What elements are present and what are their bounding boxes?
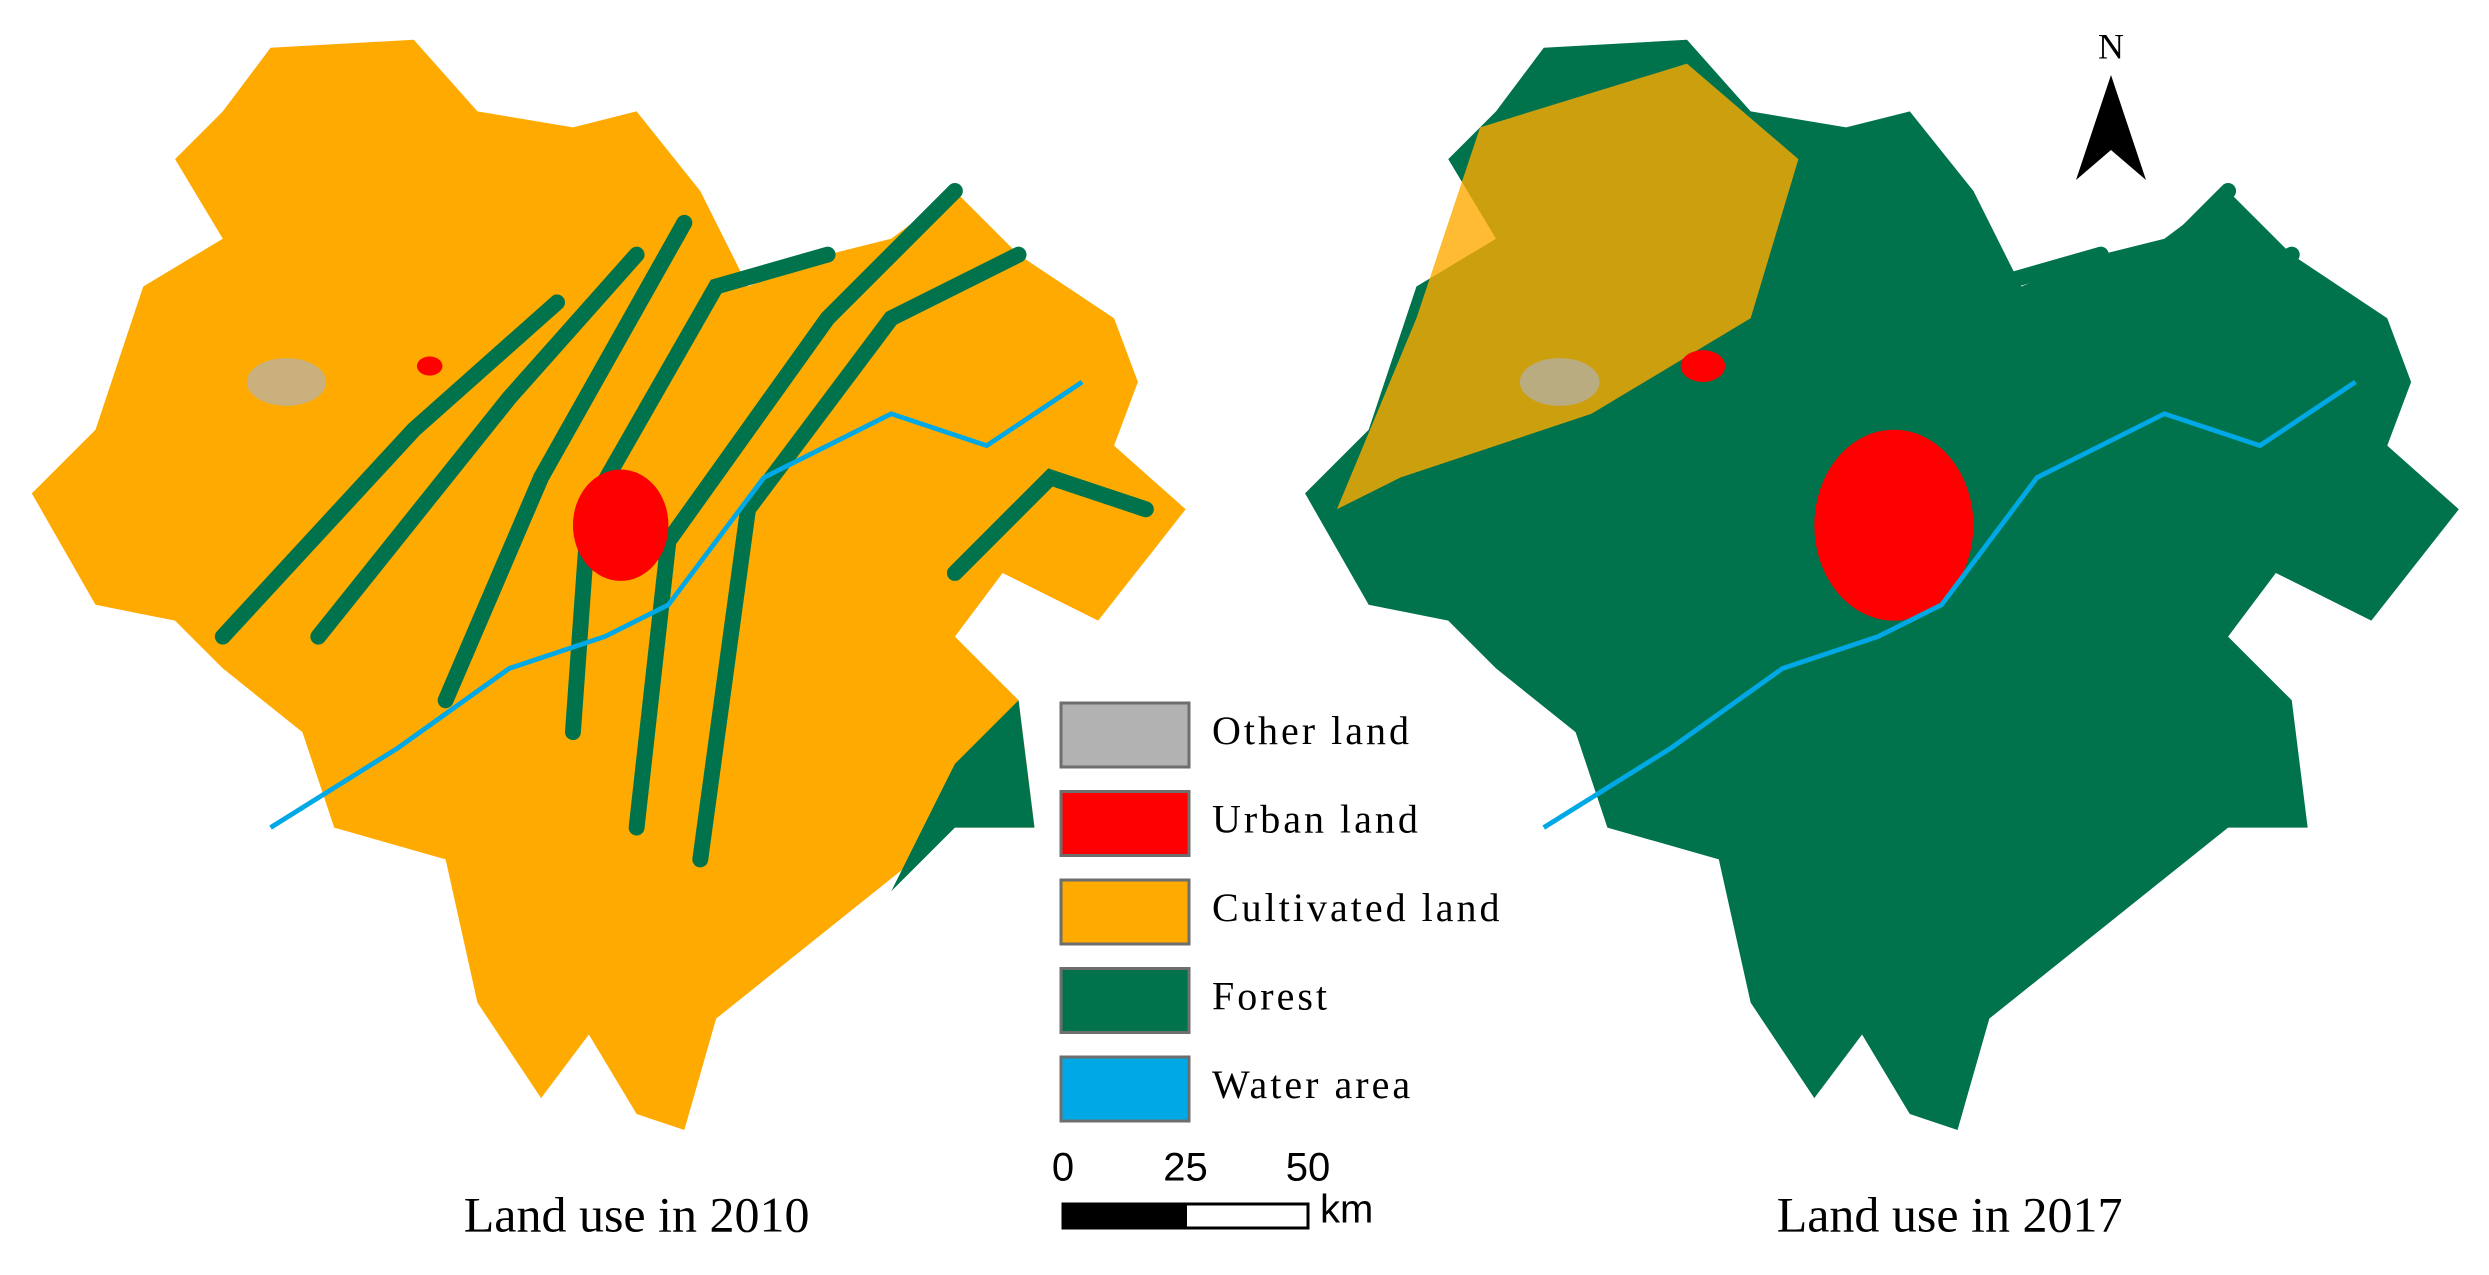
forest-ridge	[1710, 214, 1966, 709]
north-label: N	[2098, 26, 2124, 66]
urban-area	[416, 356, 443, 376]
legend-label: Urban land	[1212, 797, 1421, 842]
forest-ridge	[692, 246, 1027, 868]
map-title: Land use in 2010	[464, 1186, 810, 1242]
legend-swatch	[1059, 878, 1191, 946]
scale-segment	[1184, 1202, 1310, 1230]
forest-ridge	[1901, 183, 2237, 836]
map-panel	[1305, 39, 2459, 1130]
forest-ridge	[1838, 246, 2109, 741]
forest-ridge	[310, 246, 645, 645]
other-land	[1519, 358, 1600, 406]
legend-swatch	[1059, 967, 1191, 1034]
forest-ridge	[946, 468, 1154, 581]
arrow-left	[2076, 75, 2111, 180]
scale-tick-label: 0	[1052, 1146, 1074, 1190]
forest-ridge	[1583, 246, 1918, 645]
other-land	[246, 358, 327, 406]
legend-swatch	[1059, 701, 1191, 769]
urban-area	[572, 469, 669, 581]
cultivated-patch	[1336, 63, 1799, 510]
forest-ridge	[1488, 294, 1839, 645]
arrow-right	[2111, 75, 2146, 180]
river	[269, 379, 1084, 830]
scale-tick-label: 50	[1286, 1146, 1331, 1190]
region	[31, 39, 1186, 1130]
scale-segment	[1061, 1202, 1187, 1230]
legend-swatch	[1059, 790, 1191, 857]
maps: Land use in 2010 Land use in 2017	[31, 39, 2459, 1242]
forest-patch	[891, 700, 1035, 892]
legend-swatch	[1059, 1055, 1191, 1123]
north-arrow: N	[2076, 26, 2146, 180]
scale-tick-label: 25	[1163, 1146, 1208, 1190]
legend-label: Cultivated land	[1212, 885, 1503, 930]
legend-label: Water area	[1212, 1062, 1413, 1107]
forest-ridge	[437, 214, 693, 709]
legend: Other land Urban land Cultivated land Fores…	[1059, 701, 1503, 1123]
legend-label: Other land	[1212, 708, 1412, 753]
urban-area	[1814, 429, 1974, 621]
urban-area	[1680, 350, 1726, 382]
river	[1542, 379, 2357, 830]
forest-ridge	[214, 294, 565, 645]
map-title: Land use in 2017	[1777, 1186, 2123, 1242]
map-panel	[31, 39, 1186, 1130]
legend-label: Forest	[1212, 974, 1330, 1019]
forest-ridge	[1965, 246, 2300, 868]
forest-ridge	[628, 183, 963, 836]
forest-ridge	[564, 246, 836, 741]
scale-unit: km	[1320, 1188, 1373, 1232]
forest-ridge	[2220, 468, 2428, 581]
